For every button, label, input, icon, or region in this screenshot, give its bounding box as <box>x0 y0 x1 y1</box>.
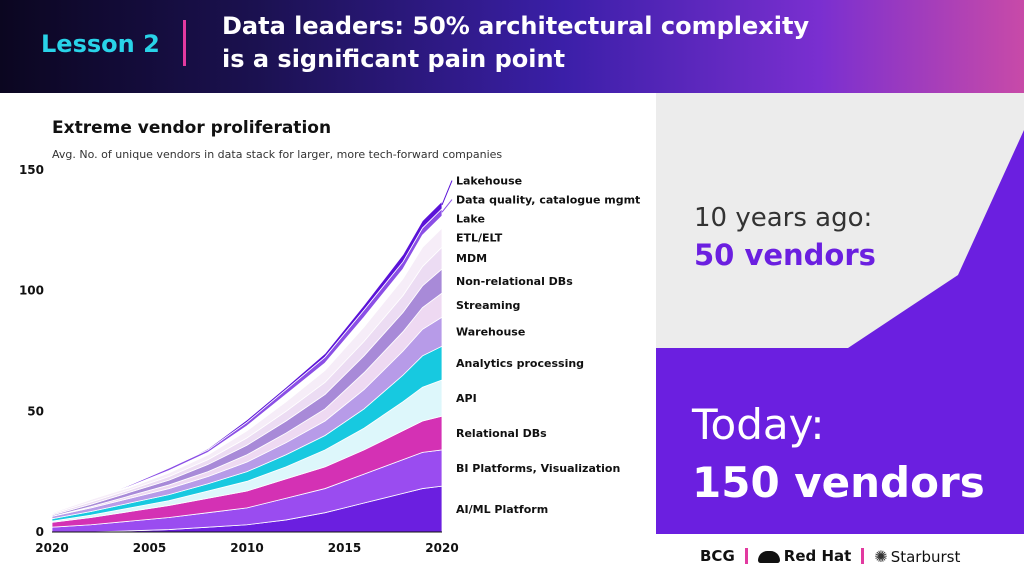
x-tick-label: 2010 <box>230 541 263 555</box>
lesson-label: Lesson 2 <box>41 30 160 58</box>
x-tick-label: 2015 <box>328 541 361 555</box>
footer-logos: BCG Red Hat ✺ Starburst <box>700 543 960 569</box>
legend-label: API <box>456 392 477 405</box>
today-value: 150 vendors <box>692 458 985 507</box>
headline: Data leaders: 50% architectural complexi… <box>222 10 922 76</box>
chart-subtitle: Avg. No. of unique vendors in data stack… <box>52 148 503 161</box>
chart-title: Extreme vendor proliferation <box>52 118 332 138</box>
legend-label: BI Platforms, Visualization <box>456 462 620 475</box>
today-panel <box>656 348 1024 534</box>
legend-leader-line <box>441 180 453 206</box>
header-banner: Lesson 2 Data leaders: 50% architectural… <box>0 0 1024 93</box>
legend-label: Data quality, catalogue mgmt <box>456 194 640 207</box>
y-tick-label: 100 <box>19 284 44 298</box>
legend-label: Analytics processing <box>456 357 584 370</box>
legend-label: ETL/ELT <box>456 232 503 245</box>
redhat-logo-text: Red Hat <box>783 547 852 565</box>
redhat-logo: Red Hat <box>757 547 852 565</box>
starburst-logo-text: Starburst <box>890 547 961 566</box>
legend-label: AI/ML Platform <box>456 503 548 516</box>
legend-label: Lakehouse <box>456 175 522 188</box>
bcg-logo: BCG <box>700 547 735 565</box>
today-label: Today: <box>692 400 825 449</box>
x-tick-label: 2020 <box>35 541 68 555</box>
stacked-area-chart: 0 50 100 150 2020 2005 2010 2015 2020 AI/ML Platf… <box>19 163 640 555</box>
ago-value: 50 vendors <box>694 238 876 272</box>
legend-label: Relational DBs <box>456 427 547 440</box>
x-tick-label: 2020 <box>425 541 458 555</box>
ago-label: 10 years ago: <box>694 203 873 233</box>
legend-label: Warehouse <box>456 326 525 339</box>
logo-separator <box>744 548 748 564</box>
starburst-icon: ✺ <box>874 546 888 566</box>
legend-label: Lake <box>456 213 485 226</box>
x-tick-label: 2005 <box>133 541 166 555</box>
legend-label: Non-relational DBs <box>456 275 573 288</box>
y-tick-label: 150 <box>19 163 44 177</box>
headline-line-2: is a significant pain point <box>222 45 566 73</box>
y-tick-label: 0 <box>36 525 44 539</box>
y-tick-label: 50 <box>27 404 44 418</box>
logo-separator <box>861 548 865 564</box>
starburst-logo: ✺ Starburst <box>874 547 960 566</box>
legend-label: MDM <box>456 252 487 265</box>
redhat-hat-icon <box>757 550 780 563</box>
legend-label: Streaming <box>456 299 520 312</box>
legend-leader-line <box>441 199 453 213</box>
header-divider <box>183 20 186 66</box>
headline-line-1: Data leaders: 50% architectural complexi… <box>222 12 810 40</box>
